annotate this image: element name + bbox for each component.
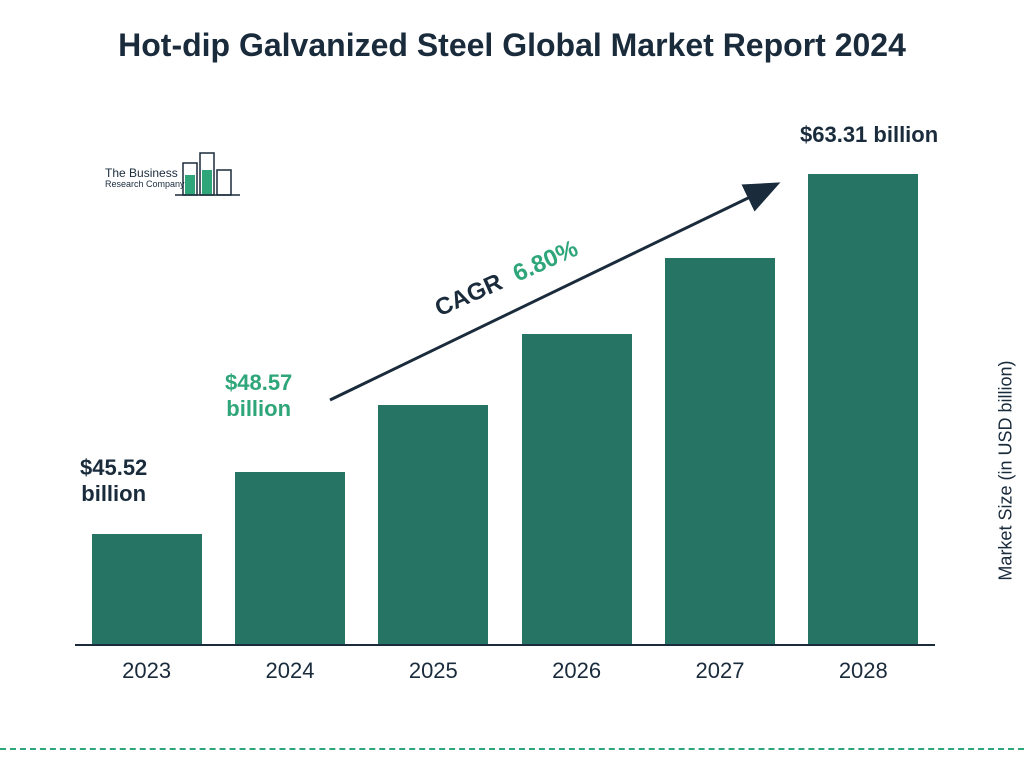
bar-group bbox=[803, 174, 923, 645]
bar bbox=[522, 334, 632, 645]
bar bbox=[92, 534, 202, 646]
bars-container bbox=[75, 140, 935, 645]
bar-group bbox=[230, 472, 350, 645]
x-axis-label: 2026 bbox=[517, 650, 637, 690]
x-axis-label: 2025 bbox=[373, 650, 493, 690]
bar-group bbox=[660, 258, 780, 645]
x-axis-label: 2023 bbox=[87, 650, 207, 690]
y-axis-label: Market Size (in USD billion) bbox=[996, 361, 1017, 581]
bottom-dashed-line bbox=[0, 748, 1024, 750]
value-label: $48.57billion bbox=[225, 370, 292, 423]
x-axis-label: 2024 bbox=[230, 650, 350, 690]
value-label: $63.31 billion bbox=[800, 122, 938, 148]
x-axis-labels: 2023 2024 2025 2026 2027 2028 bbox=[75, 650, 935, 690]
chart-area: 2023 2024 2025 2026 2027 2028 bbox=[75, 130, 935, 690]
bar bbox=[665, 258, 775, 645]
bar-group bbox=[87, 534, 207, 646]
chart-baseline bbox=[75, 644, 935, 646]
x-axis-label: 2027 bbox=[660, 650, 780, 690]
bar bbox=[808, 174, 918, 645]
value-label: $45.52billion bbox=[80, 455, 147, 508]
bar-group bbox=[373, 405, 493, 645]
bar bbox=[378, 405, 488, 645]
x-axis-label: 2028 bbox=[803, 650, 923, 690]
chart-title: Hot-dip Galvanized Steel Global Market R… bbox=[0, 0, 1024, 77]
bar-group bbox=[517, 334, 637, 645]
bar bbox=[235, 472, 345, 645]
